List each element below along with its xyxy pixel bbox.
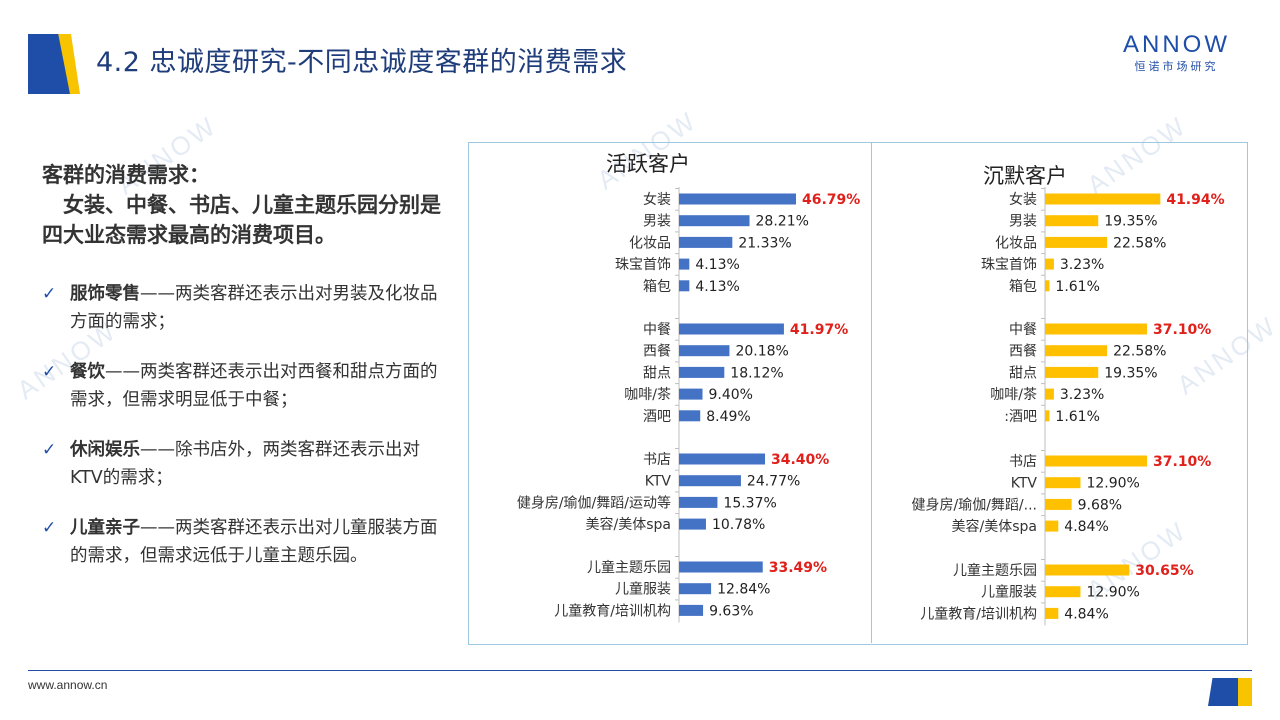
annow-logo: ANNOW 恒诺市场研究 [1123, 32, 1230, 74]
bullet-title: 餐饮 [70, 362, 105, 382]
chart-frame [468, 142, 1248, 645]
summary-bullet: ✓ 服饰零售——两类客群还表示出对男装及化妆品方面的需求； [42, 280, 442, 336]
page-title: 4.2 忠诚度研究-不同忠诚度客群的消费需求 [96, 47, 628, 78]
footer-accent-blue [1208, 678, 1238, 706]
bullet-title: 休闲娱乐 [70, 440, 140, 460]
logo-wordmark: ANNOW [1123, 31, 1230, 58]
check-icon: ✓ [42, 440, 57, 460]
bullet-text: ——两类客群还表示出对儿童服装方面的需求，但需求远低于儿童主题乐园。 [70, 518, 438, 566]
check-icon: ✓ [42, 362, 57, 382]
chart-divider [871, 142, 872, 643]
bullet-title: 服饰零售 [70, 284, 140, 304]
bullet-text: ——除书店外，两类客群还表示出对KTV的需求； [70, 440, 420, 488]
summary-bullets: ✓ 服饰零售——两类客群还表示出对男装及化妆品方面的需求； ✓ 餐饮——两类客群还表示… [42, 280, 442, 570]
summary-panel: 客群的消费需求： 女装、中餐、书店、儿童主题乐园分别是四大业态需求最高的消费项目… [42, 160, 442, 592]
check-icon: ✓ [42, 284, 57, 304]
summary-bullet: ✓ 餐饮——两类客群还表示出对西餐和甜点方面的需求，但需求明显低于中餐； [42, 358, 442, 414]
bullet-text: ——两类客群还表示出对西餐和甜点方面的需求，但需求明显低于中餐； [70, 362, 438, 410]
summary-bullet: ✓ 儿童亲子——两类客群还表示出对儿童服装方面的需求，但需求远低于儿童主题乐园。 [42, 514, 442, 570]
bullet-text: ——两类客群还表示出对男装及化妆品方面的需求； [70, 284, 438, 332]
bullet-title: 儿童亲子 [70, 518, 140, 538]
footer-rule [28, 670, 1252, 671]
summary-bullet: ✓ 休闲娱乐——除书店外，两类客群还表示出对KTV的需求； [42, 436, 442, 492]
logo-subtitle: 恒诺市场研究 [1134, 60, 1219, 73]
footer-accent-yellow [1238, 678, 1252, 706]
summary-heading: 客群的消费需求： 女装、中餐、书店、儿童主题乐园分别是四大业态需求最高的消费项目… [42, 163, 441, 247]
check-icon: ✓ [42, 518, 57, 538]
footer-url: www.annow.cn [28, 678, 108, 692]
